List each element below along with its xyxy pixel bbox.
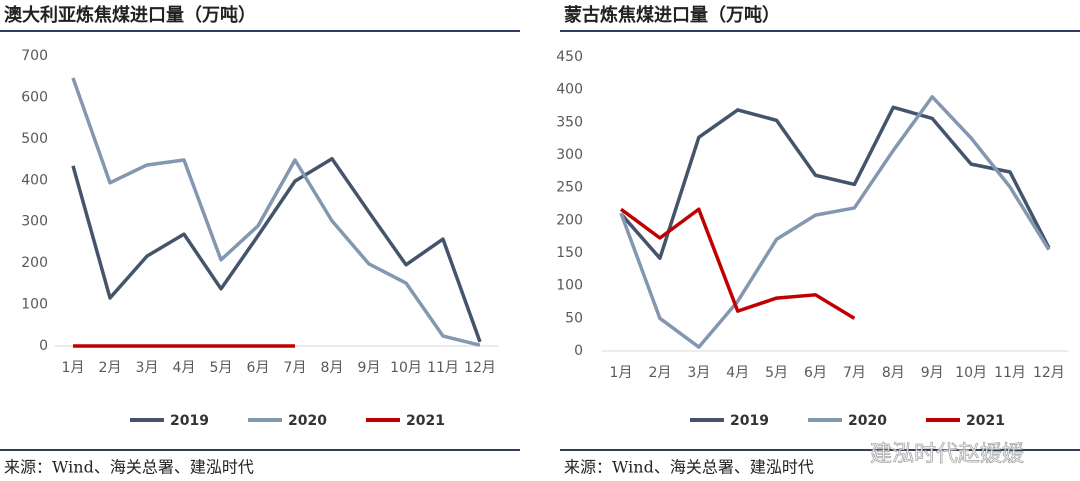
x-tick-label: 10月 [955,365,987,381]
x-tick-label: 1月 [610,365,633,381]
y-tick-label: 300 [21,214,48,230]
y-tick-label: 100 [556,278,583,294]
chart-title: 蒙古炼焦煤进口量（万吨） [564,4,780,26]
x-tick-label: 1月 [62,360,85,376]
series-line [619,95,1051,349]
x-tick-label: 11月 [427,360,459,376]
y-tick-label: 500 [21,131,48,147]
y-tick-label: 200 [21,255,48,271]
y-tick-label: 200 [556,212,583,228]
x-tick-label: 5月 [765,365,788,381]
x-tick-label: 10月 [390,360,422,376]
y-tick-label: 400 [21,172,48,188]
y-tick-label: 300 [556,147,583,163]
x-tick-label: 6月 [247,360,270,376]
x-tick-label: 5月 [210,360,233,376]
source: 来源：Wind、海关总署、建泓时代 [4,458,254,477]
x-tick-label: 8月 [321,360,344,376]
chart-title: 澳大利亚炼焦煤进口量（万吨） [4,4,256,26]
series-line [71,77,481,347]
x-tick-label: 7月 [284,360,307,376]
legend-label: 2021 [406,413,445,429]
x-tick-label: 2月 [99,360,122,376]
x-tick-label: 4月 [173,360,196,376]
x-tick-label: 12月 [1033,365,1065,381]
watermark: 建泓时代赵媛媛 [870,442,1024,467]
legend-label: 2020 [848,413,887,429]
source: 来源：Wind、海关总署、建泓时代 [564,458,814,477]
x-tick-label: 7月 [843,365,866,381]
x-tick-label: 9月 [921,365,944,381]
series-line [619,207,856,320]
y-tick-label: 400 [556,82,583,98]
x-tick-label: 3月 [136,360,159,376]
series-line [619,105,1051,260]
series-line [71,156,482,343]
legend-label: 2021 [966,413,1005,429]
y-tick-label: 450 [556,49,583,65]
y-tick-label: 100 [21,297,48,313]
y-tick-label: 150 [556,245,583,261]
x-tick-label: 11月 [994,365,1026,381]
legend-label: 2020 [288,413,327,429]
y-tick-label: 350 [556,114,583,130]
y-tick-label: 50 [565,310,583,326]
x-tick-label: 2月 [648,365,671,381]
x-tick-label: 3月 [687,365,710,381]
x-tick-label: 6月 [804,365,827,381]
x-tick-label: 12月 [464,360,496,376]
legend-label: 2019 [170,413,209,429]
y-tick-label: 600 [21,89,48,105]
x-tick-label: 8月 [882,365,905,381]
x-tick-label: 4月 [726,365,749,381]
y-tick-label: 0 [574,343,583,359]
legend-label: 2019 [730,413,769,429]
y-tick-label: 0 [39,338,48,354]
y-tick-label: 250 [556,180,583,196]
x-tick-label: 9月 [358,360,381,376]
y-tick-label: 700 [21,48,48,64]
